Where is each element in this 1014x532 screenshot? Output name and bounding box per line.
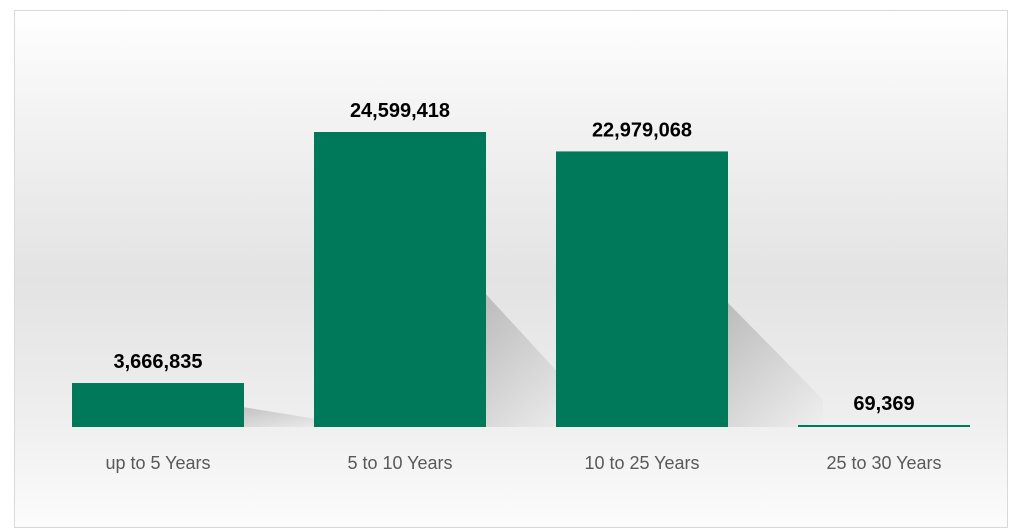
value-labels-group: 3,666,835 24,599,418 22,979,068 69,369 <box>114 100 915 415</box>
category-label-2: 5 to 10 Years <box>347 453 452 473</box>
category-label-4: 25 to 30 Years <box>826 453 941 473</box>
data-label-1: 3,666,835 <box>114 351 203 373</box>
chart-area: 3,666,835 24,599,418 22,979,068 69,369 up t… <box>14 10 1008 528</box>
bar-shadow <box>728 302 823 427</box>
bar-2 <box>314 132 486 427</box>
data-label-4: 69,369 <box>853 393 914 415</box>
category-labels-group: up to 5 Years 5 to 10 Years 10 to 25 Years… <box>105 453 941 473</box>
bars-group <box>72 132 970 427</box>
category-label-1: up to 5 Years <box>105 453 210 473</box>
bar-1 <box>72 383 244 427</box>
category-label-3: 10 to 25 Years <box>584 453 699 473</box>
bar-4 <box>798 425 970 427</box>
data-label-3: 22,979,068 <box>592 119 692 141</box>
bar-3 <box>556 151 728 427</box>
data-label-2: 24,599,418 <box>350 100 450 122</box>
bar-chart: 3,666,835 24,599,418 22,979,068 69,369 up t… <box>72 100 970 473</box>
